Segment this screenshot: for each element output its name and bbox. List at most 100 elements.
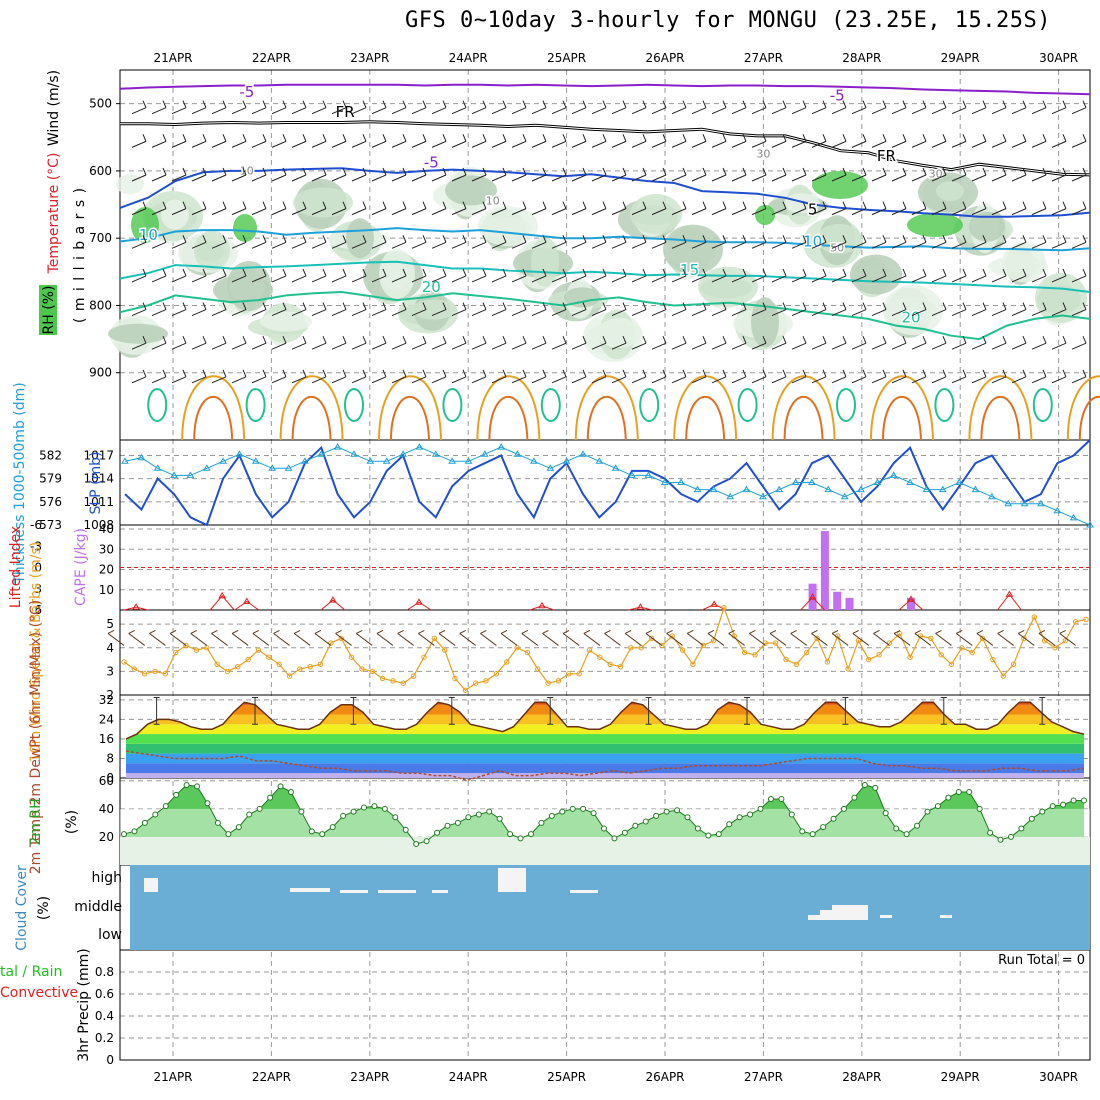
temp-contour-warm [968,375,1033,441]
thickness-marker [251,457,260,464]
wind-speed-marker [266,654,272,660]
wind-barb [631,100,647,115]
wind-barb [131,235,147,249]
wind-barb [151,268,167,283]
surface-barb [1017,629,1035,646]
surface-barb [831,629,849,646]
surface-barb [211,629,228,646]
wind-speed-marker [245,656,251,663]
wind-barb [1071,268,1087,283]
temp-contour-warm [771,375,836,441]
wind-speed-marker [472,680,479,686]
rh-high-blob [131,207,159,243]
thickness-tick: 582 [39,448,62,462]
ytick-label: 500 [89,97,112,111]
wind-barb [351,335,367,350]
temp-band [126,704,1084,715]
thickness-marker [808,478,816,485]
wind-barb [171,335,187,350]
wind-barb [231,134,247,148]
wind-barb [291,335,307,350]
wind-barb [951,100,967,115]
wind-barb [451,134,467,148]
wind-barb [811,235,827,249]
wind-speed-marker [648,635,655,642]
wind-barb [431,302,447,317]
wind-barb [691,335,707,350]
wind-barb [531,335,547,350]
rh-shade-blob [630,193,682,234]
date-label-bottom: 25APR [547,1070,586,1084]
wind-barb [131,268,147,283]
wind-speed-marker [535,666,541,672]
wind-barb [611,335,627,350]
wind-barb [851,369,867,384]
rh-marker [799,828,806,835]
surface-barb [231,629,249,646]
pressure-axis-label: ( m i l l i b a r s ) [72,187,88,323]
wind-barb [831,167,847,182]
wind-speed-marker [452,675,458,682]
wind-barb [591,235,607,249]
wind-barb [311,302,327,317]
surface-barb [149,629,166,646]
wind-barb [351,134,367,148]
wind-speed-marker [483,678,489,684]
wind-barb [131,335,147,350]
rh-marker [423,838,430,845]
wind-barb [431,100,447,115]
thickness-marker [382,457,391,464]
wind-barb [1071,100,1087,115]
temp-contour-loop [1032,388,1053,422]
wind-barb [571,201,587,216]
wind-barb [371,201,387,216]
wind-barb [671,369,687,384]
temp-contour-hot [488,395,529,441]
wind-barb [571,302,587,317]
thickness-marker [579,450,587,457]
wind-speed-marker [441,647,448,653]
rh-marker [851,794,858,801]
wind-barb [311,100,327,115]
wind-speed-marker [690,661,696,668]
wind-barb [731,134,747,148]
wind-speed-marker [752,652,758,658]
rh-marker [955,789,962,796]
wind-barb [491,100,507,115]
rh-mid-wash [120,808,1090,837]
wind-barb [611,235,627,249]
date-label-bottom: 29APR [941,1070,980,1084]
wind-barb [1031,268,1047,283]
wind-barb [1051,369,1067,384]
thickness-marker [235,450,244,457]
wind-barb [591,302,607,317]
rh-shade-blob [784,193,820,214]
wind-barb [531,302,547,317]
thickness-marker [628,471,636,478]
wind-barb [611,167,627,182]
li-marker [538,601,546,609]
wind-barb [391,268,407,283]
date-label-bottom: 21APR [153,1070,192,1084]
wind-barb [891,134,907,148]
wind-barb [251,235,267,249]
wind-barb [151,369,167,384]
wind-barb [811,167,827,182]
wind-barb [891,335,907,350]
wind-barb [671,100,687,115]
wind-barb [691,167,707,182]
thickness-marker [170,471,178,478]
wind-barb [1071,335,1087,350]
thickness-marker [660,478,669,485]
temp-contour-warm [1066,375,1100,441]
wind-barb [751,201,767,216]
temp-contour-warm [870,375,934,441]
precip-tick: 0 [106,1053,114,1067]
rh-shade-blob [108,323,168,344]
wind-speed-marker [804,649,810,656]
temperature-axis-label: Temperature (°C) [46,153,62,275]
wind-barb [471,167,487,182]
cloud-bar [340,890,368,893]
